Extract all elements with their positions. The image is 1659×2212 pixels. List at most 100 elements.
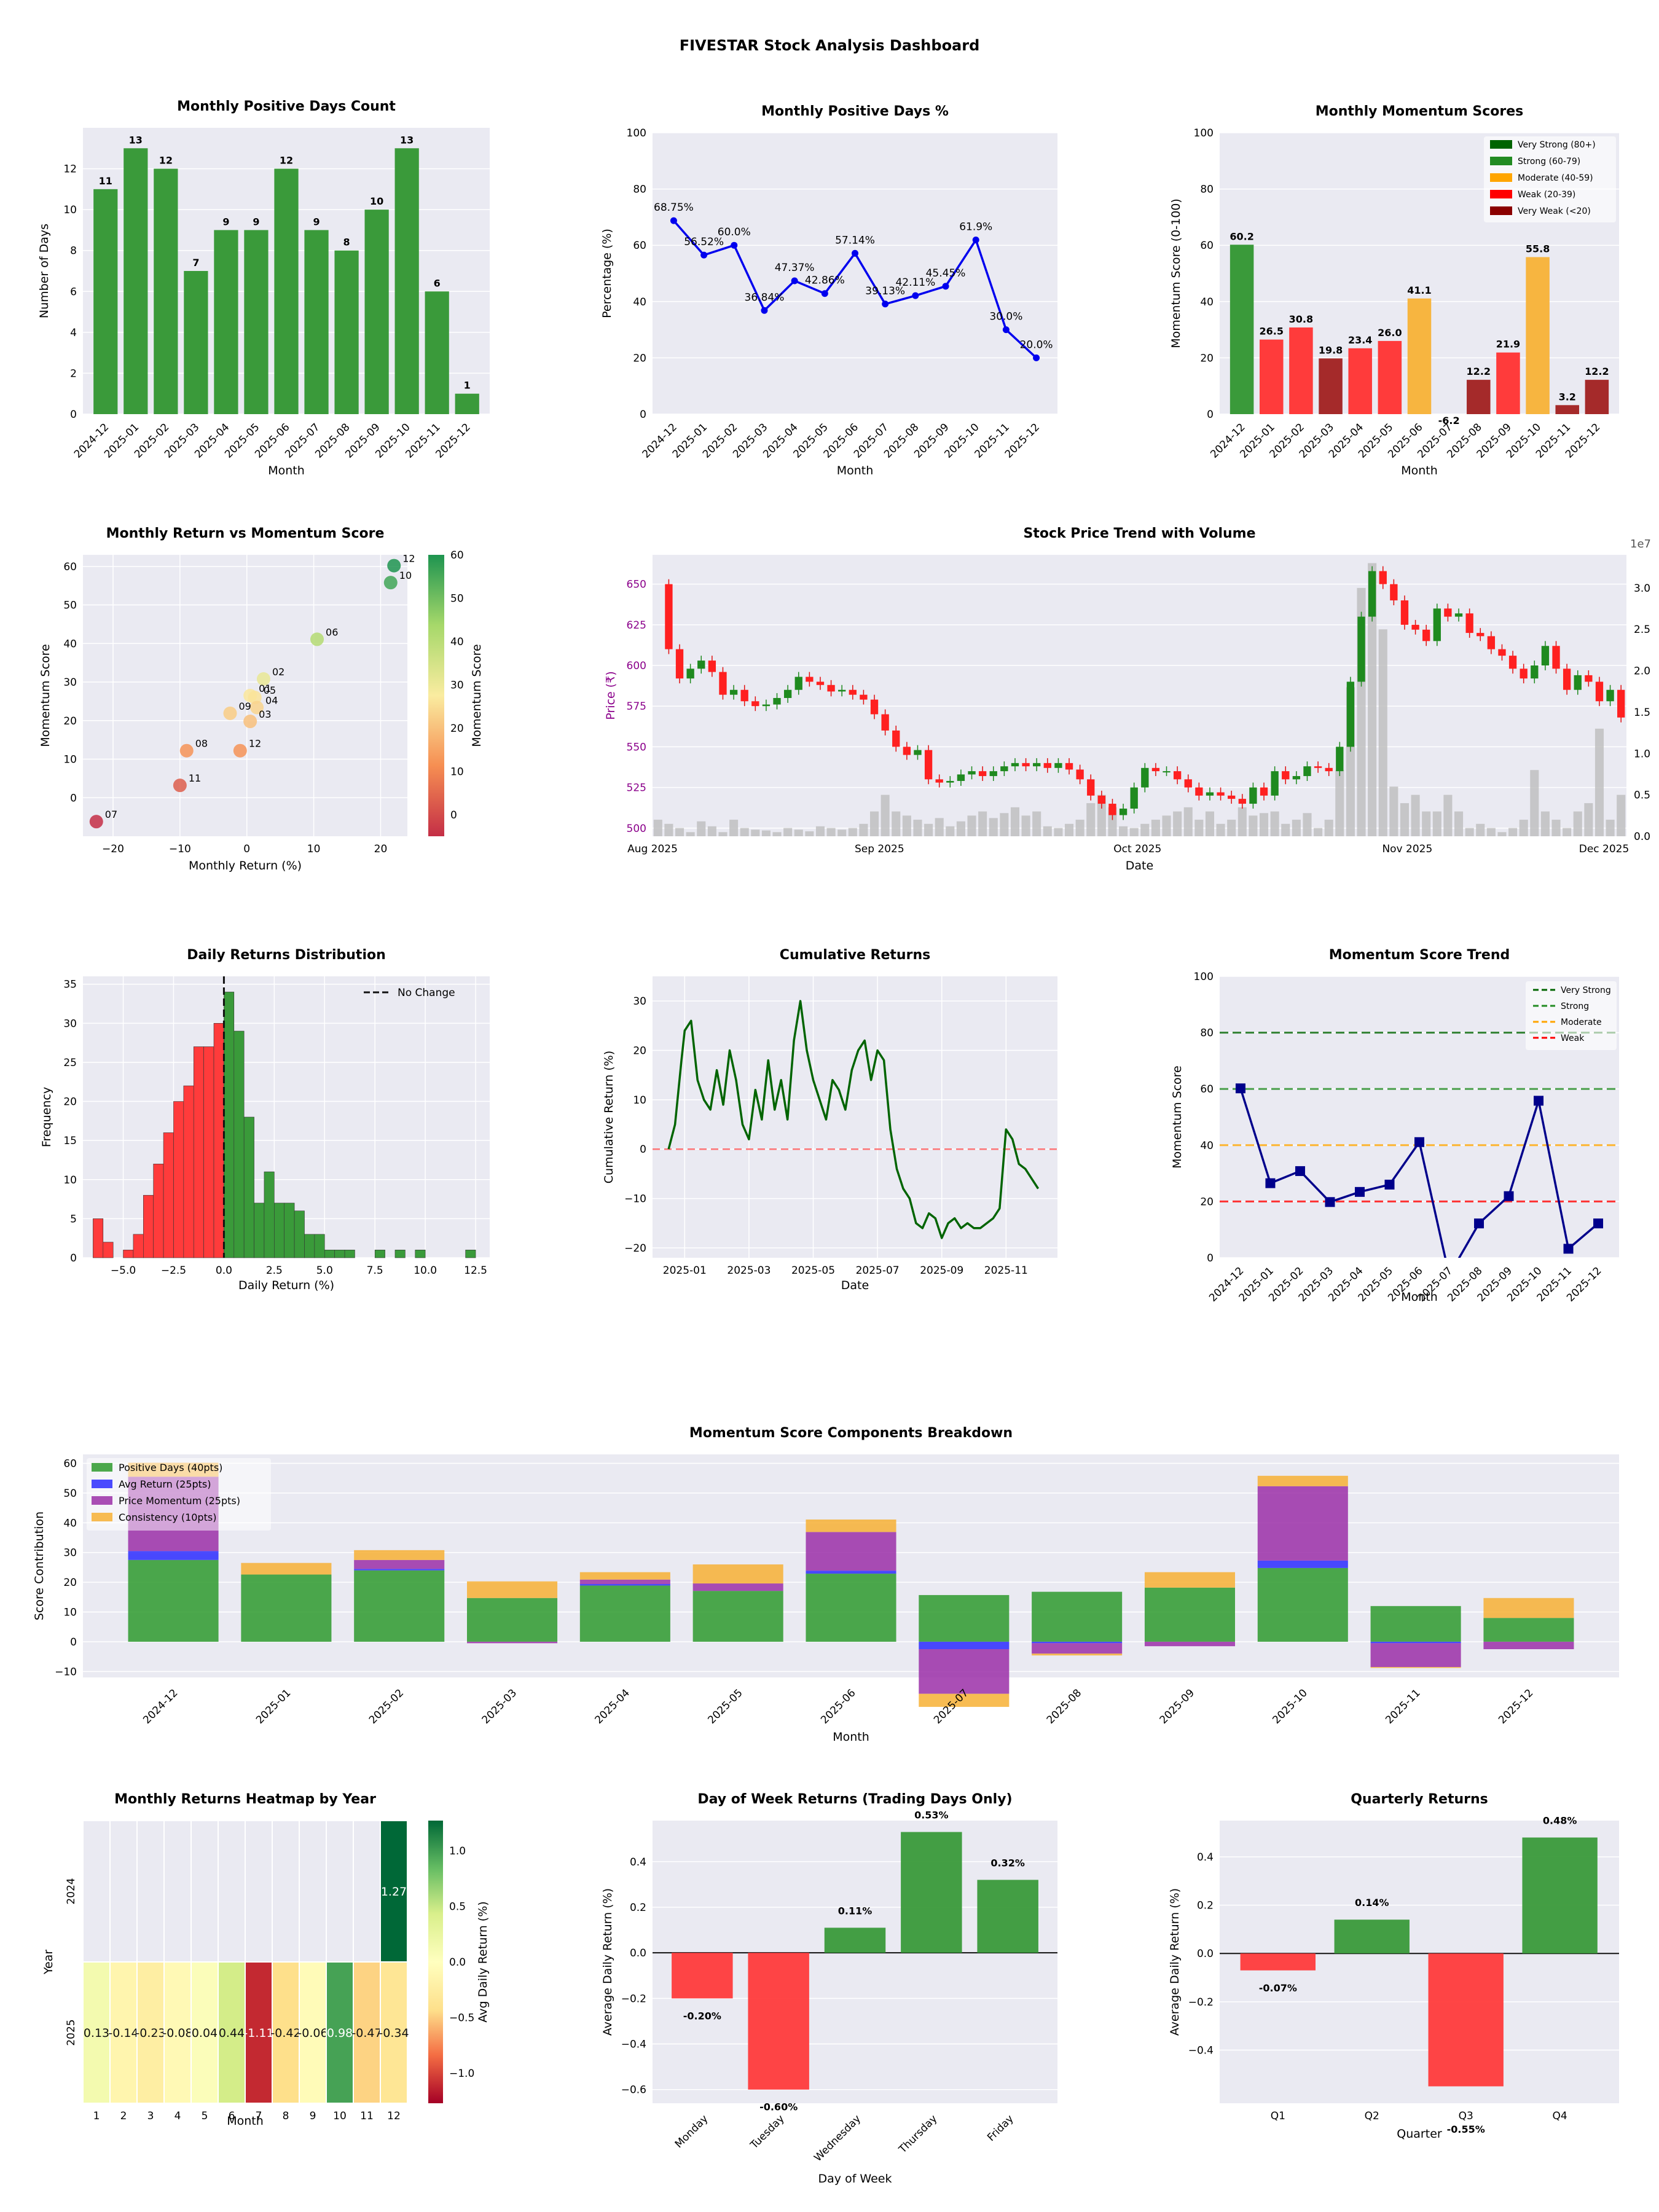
bar [214,230,238,414]
histogram-bar [394,1249,406,1258]
stacked-bar-segment [1032,1591,1123,1642]
heatmap-cell [299,1961,327,2104]
y-tick-label: 30 [633,995,646,1008]
y-axis-label: Price (₹) [604,671,618,720]
data-point [1002,326,1010,334]
heatmap-cell-label: -0.23 [135,2026,165,2040]
data-point [852,249,858,257]
point-label: 08 [195,738,208,750]
heatmap-cell-label: -0.42 [270,2026,300,2040]
heatmap-cell [326,1961,354,2104]
y-axis-label: Momentum Score (0-100) [1169,198,1183,348]
volume-bar [1270,811,1279,836]
volume-bar [1043,826,1052,836]
volume-bar [1443,794,1453,836]
volume-bar [1227,820,1236,836]
volume-bar [1368,563,1377,836]
volume-bar [805,831,814,836]
y-tick-label: 10 [633,1094,646,1107]
scatter-point [387,559,401,573]
volume-bar [989,818,998,836]
colorbar-tick-label: 50 [450,592,464,605]
data-label: 3.2 [1559,391,1576,402]
candle-body [968,771,976,775]
chart-title: Momentum Score Trend [1329,947,1510,963]
data-label: 36.84% [745,291,785,304]
stacked-bar-segment [354,1569,445,1571]
volume-bar [1497,832,1507,836]
y-tick-label: 100 [1194,127,1214,139]
y-tick-label: 100 [1194,971,1214,983]
chart-title: Monthly Returns Heatmap by Year [114,1792,376,1807]
colorbar-tick-label: 0.5 [449,1900,466,1913]
data-label: 11 [99,175,112,187]
colorbar-tick-label: 20 [450,723,464,735]
x-axis-label: Month [268,464,305,477]
volume-bar [1617,794,1626,836]
heatmap-cell [190,1820,219,1963]
volume-bar [1054,828,1063,836]
volume-bar [1292,820,1301,836]
candle-body [1325,767,1333,772]
bar [1496,352,1520,414]
volume-bar [1519,820,1528,836]
stacked-bar-segment [128,1551,219,1560]
data-label: -0.60% [759,2101,798,2113]
data-label: 0.11% [838,1905,873,1916]
y-axis-label: Momentum Score [1171,1065,1184,1169]
data-point [942,283,949,290]
stacked-bar-segment [1144,1641,1235,1647]
heatmap-cell [109,1961,138,2104]
data-point [1265,1178,1276,1188]
x-tick-label: Oct 2025 [1113,843,1161,855]
candle-body [1238,799,1246,804]
stacked-bar-segment [579,1572,670,1580]
y-tick-label: 60 [63,561,77,573]
data-label: 39.13% [865,285,905,297]
candle-body [1606,689,1614,702]
candle-body [1249,787,1257,804]
candle-body [1400,600,1409,625]
volume-bar [1173,811,1182,836]
colorbar-tick-label: −0.5 [449,2012,474,2025]
volume-bar [794,830,803,836]
data-point [1504,1191,1514,1201]
data-point [1295,1166,1305,1176]
bar [455,393,479,414]
heatmap-cell-label: -1.11 [243,2026,273,2040]
data-label: 26.5 [1260,326,1284,337]
bar [1526,257,1550,414]
volume-bar [1540,811,1550,836]
x-tick-label: 11 [360,2110,374,2122]
x-tick-label: 2 [120,2110,127,2122]
candle-body [740,689,748,702]
candle-body [892,730,900,747]
candle-body [1000,766,1008,772]
data-label: 12.2 [1467,366,1491,377]
volume-bar [740,828,749,836]
y-tick-label: 60 [1200,1083,1214,1096]
plot-area [653,133,1057,414]
volume-bar [1303,813,1312,836]
x-axis-label: Date [841,1279,869,1292]
candle-body [1314,766,1322,768]
volume-bar [1432,811,1441,836]
y-tick-label: 20 [633,1045,646,1057]
scatter-point [383,576,398,590]
volume-bar [837,830,847,836]
data-label: 61.9% [959,221,992,233]
stacked-bar-segment [1370,1667,1461,1668]
data-point [1474,1218,1484,1229]
volume-bar [880,794,890,836]
data-label: 8 [343,237,350,248]
stacked-bar-segment [1370,1643,1461,1668]
colorbar-tick-label: 30 [450,679,464,691]
x-axis-label: Month [837,464,874,477]
candle-body [1444,608,1452,617]
y-tick-label: 80 [1200,1027,1214,1040]
data-label: 12.2 [1585,366,1609,377]
candle-body [1379,571,1387,584]
heatmap-cell [109,1820,138,1963]
y-tick-label: 0.2 [1197,1900,1214,1912]
colorbar-tick-label: 10 [450,766,464,778]
